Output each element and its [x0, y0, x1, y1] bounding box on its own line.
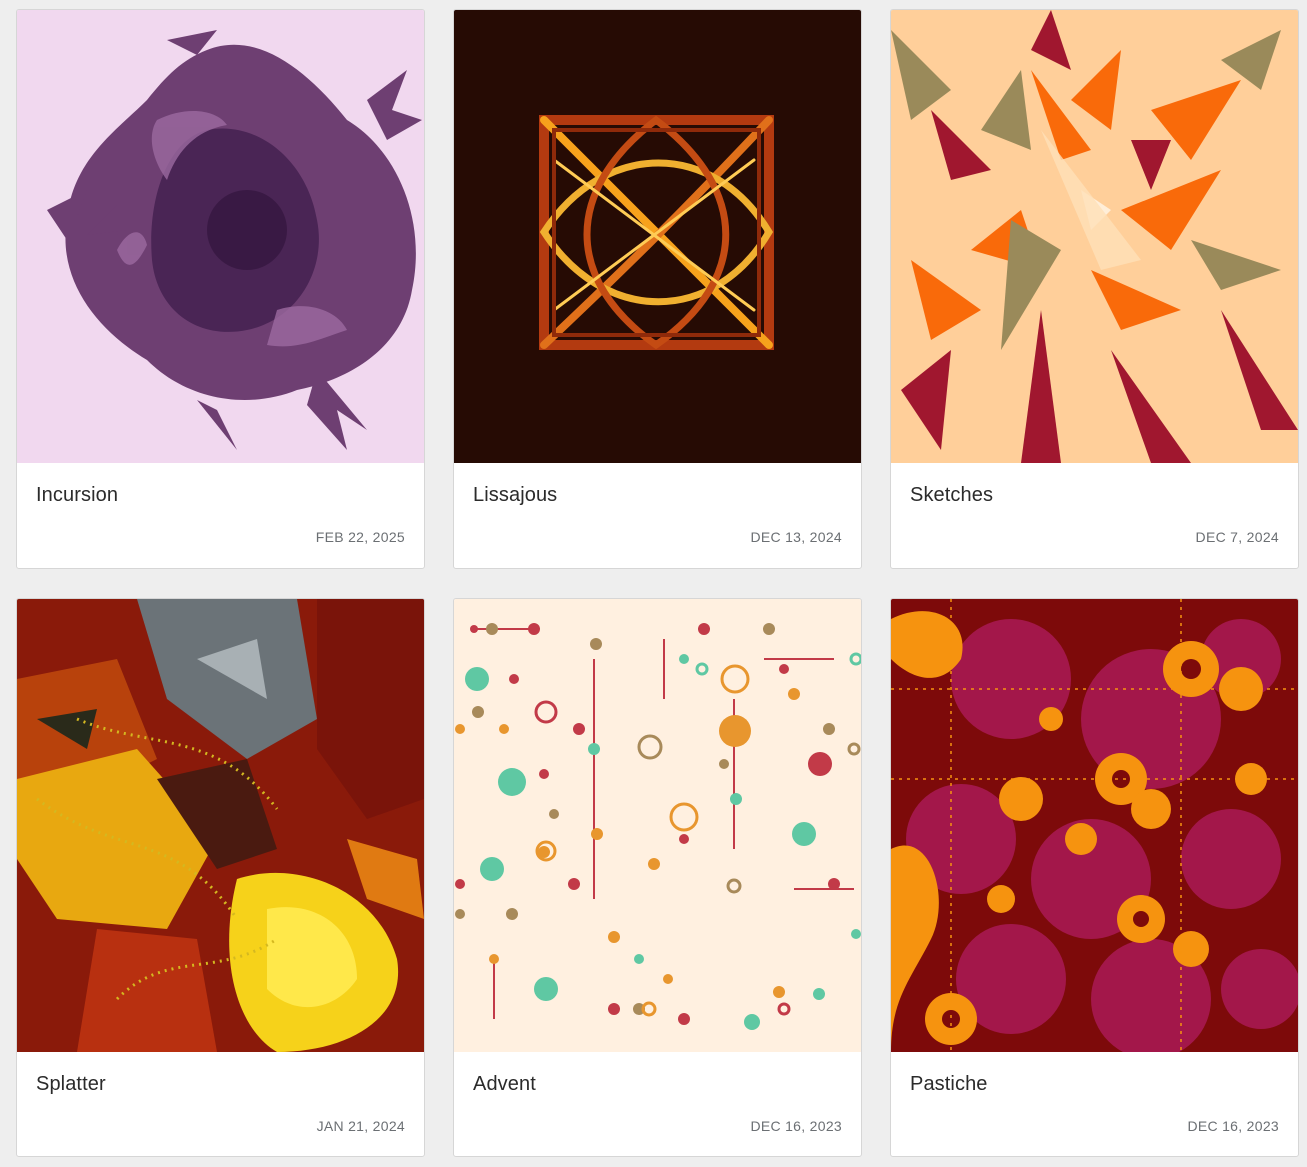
card-title[interactable]: Advent: [473, 1073, 536, 1095]
gallery-card-splatter[interactable]: Splatter JAN 21, 2024: [16, 598, 425, 1157]
gallery-card-pastiche[interactable]: Pastiche DEC 16, 2023: [890, 598, 1299, 1157]
card-title[interactable]: Pastiche: [910, 1073, 988, 1095]
sketches-artwork[interactable]: [891, 10, 1298, 463]
card-date: DEC 13, 2024: [750, 529, 842, 545]
pastiche-artwork[interactable]: [891, 599, 1298, 1052]
splatter-artwork[interactable]: [17, 599, 424, 1052]
gallery-grid: Incursion FEB 22, 2025 Lissajous DEC 13: [16, 9, 1299, 1157]
card-date: JAN 21, 2024: [316, 1118, 405, 1134]
card-date: DEC 16, 2023: [750, 1118, 842, 1134]
gallery-card-sketches[interactable]: Sketches DEC 7, 2024: [890, 9, 1299, 569]
card-date: DEC 16, 2023: [1187, 1118, 1279, 1134]
card-date: FEB 22, 2025: [315, 529, 405, 545]
lissajous-artwork[interactable]: [454, 10, 861, 463]
incursion-artwork[interactable]: [17, 10, 424, 463]
card-date: DEC 7, 2024: [1195, 529, 1279, 545]
card-title[interactable]: Splatter: [36, 1073, 106, 1095]
gallery-card-incursion[interactable]: Incursion FEB 22, 2025: [16, 9, 425, 569]
card-title[interactable]: Lissajous: [473, 484, 558, 506]
advent-artwork[interactable]: [454, 599, 861, 1052]
card-title[interactable]: Sketches: [910, 484, 994, 506]
gallery-card-lissajous[interactable]: Lissajous DEC 13, 2024: [453, 9, 862, 569]
gallery-card-advent[interactable]: Advent DEC 16, 2023: [453, 598, 862, 1157]
card-title[interactable]: Incursion: [36, 484, 119, 506]
